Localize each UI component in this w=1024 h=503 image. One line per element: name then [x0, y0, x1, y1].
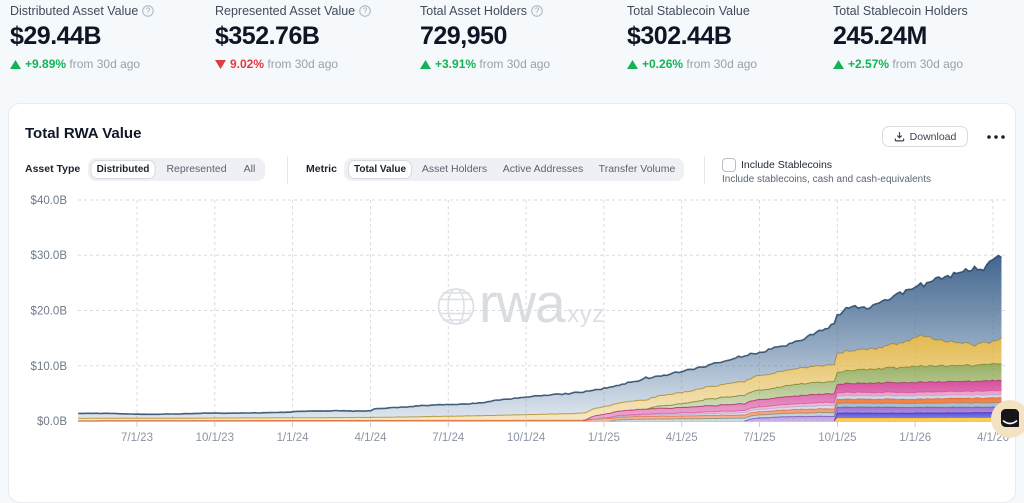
svg-text:7/1/23: 7/1/23 — [121, 432, 153, 444]
svg-text:10/1/25: 10/1/25 — [818, 432, 856, 444]
svg-text:10/1/24: 10/1/24 — [507, 432, 546, 444]
svg-text:4/1/25: 4/1/25 — [666, 432, 698, 444]
svg-text:$40.0B: $40.0B — [31, 195, 68, 207]
svg-text:4/1/24: 4/1/24 — [355, 432, 388, 444]
svg-text:$0.0B: $0.0B — [37, 416, 67, 428]
svg-text:7/1/24: 7/1/24 — [432, 432, 465, 444]
svg-text:1/1/26: 1/1/26 — [899, 432, 931, 444]
svg-text:1/1/24: 1/1/24 — [277, 432, 310, 444]
svg-text:$20.0B: $20.0B — [31, 306, 68, 318]
svg-text:7/1/25: 7/1/25 — [744, 432, 776, 444]
svg-text:$30.0B: $30.0B — [31, 250, 68, 262]
svg-text:10/1/23: 10/1/23 — [196, 432, 234, 444]
svg-text:.xyz: .xyz — [560, 301, 605, 328]
svg-text:rwa: rwa — [479, 272, 566, 334]
svg-text:$10.0B: $10.0B — [31, 361, 68, 373]
svg-text:?: ? — [535, 7, 540, 16]
svg-text:1/1/25: 1/1/25 — [588, 432, 620, 444]
svg-text:?: ? — [146, 7, 151, 16]
svg-text:?: ? — [363, 7, 368, 16]
